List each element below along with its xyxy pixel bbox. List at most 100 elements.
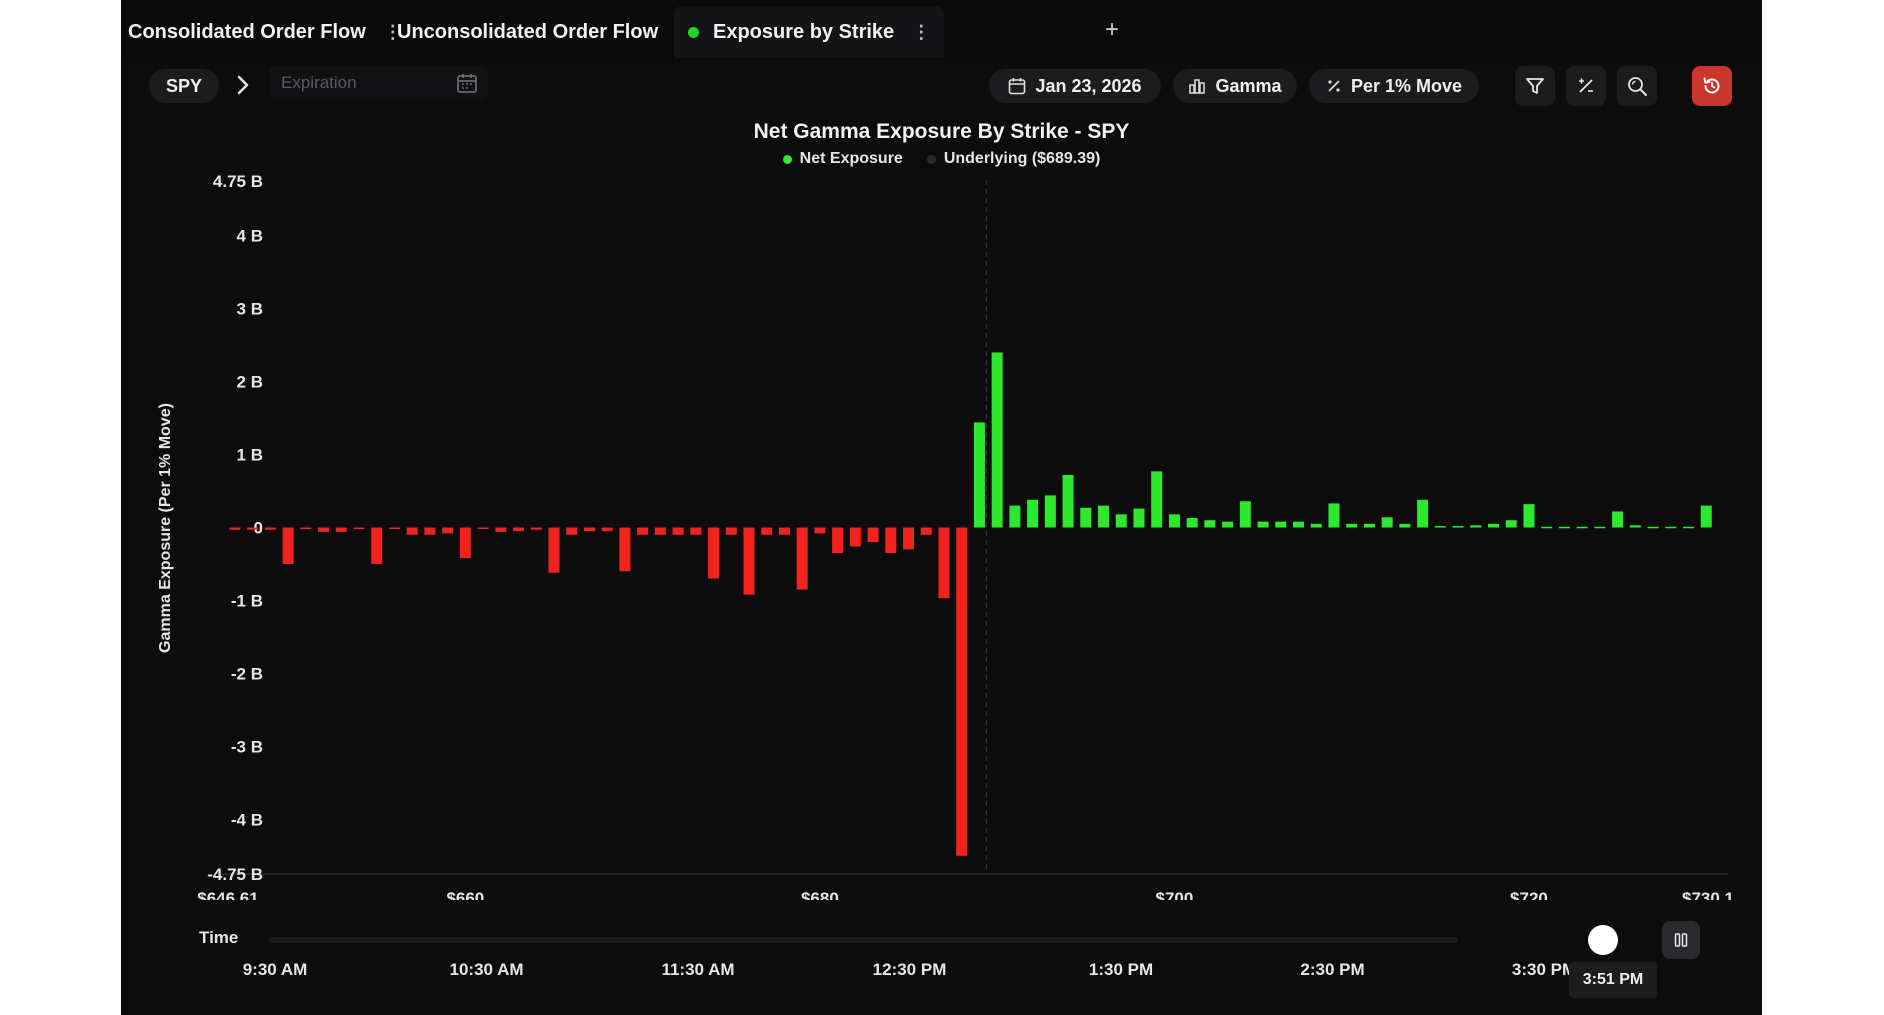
- bar-negative: [867, 527, 879, 543]
- time-tick-label: 2:30 PM: [1300, 960, 1365, 979]
- gamma-exposure-chart[interactable]: 4.75 B 4 B 3 B 2 B 1 B 0 -1 B -2 B -3 B -4 B -4.75…: [121, 0, 1762, 900]
- greek-selector-button[interactable]: Gamma: [1173, 69, 1297, 103]
- bar-positive: [1612, 511, 1624, 528]
- history-icon: [1703, 77, 1720, 94]
- bar-negative: [406, 527, 418, 535]
- tab-bar: Consolidated Order Flow ⋮ Unconsolidated…: [121, 0, 1762, 62]
- bar-negative: [708, 527, 720, 579]
- bar-positive: [1363, 523, 1375, 528]
- bar-positive: [1080, 507, 1092, 528]
- reset-history-button[interactable]: [1692, 66, 1732, 106]
- time-tick-label: 11:30 AM: [661, 960, 735, 979]
- bar-negative: [920, 527, 932, 535]
- bar-positive: [1452, 526, 1464, 528]
- pause-button[interactable]: [1662, 921, 1700, 959]
- percent-icon: [1328, 80, 1340, 92]
- bar-negative: [282, 527, 294, 564]
- expiration-input[interactable]: [279, 72, 443, 94]
- bar-negative: [743, 527, 755, 595]
- bar-positive: [1647, 526, 1659, 529]
- chevron-right-icon[interactable]: [236, 74, 250, 101]
- bar-negative: [513, 527, 525, 532]
- bar-negative: [885, 527, 897, 554]
- time-slider-thumb[interactable]: [1588, 925, 1618, 955]
- kebab-menu-icon[interactable]: ⋮: [912, 21, 931, 42]
- legend-net-exposure[interactable]: Net Exposure: [782, 150, 903, 168]
- bar-chart-icon: [1189, 79, 1206, 94]
- date-label: Jan 23, 2026: [1035, 75, 1142, 96]
- bar-negative: [548, 527, 560, 573]
- bar-positive: [1027, 499, 1039, 528]
- current-time-tooltip: 3:51 PM: [1569, 962, 1657, 998]
- bar-positive: [1293, 521, 1305, 528]
- tab-label: Unconsolidated Order Flow: [397, 20, 659, 43]
- legend-underlying[interactable]: Underlying ($689.39): [926, 150, 1100, 168]
- x-tick-label: $646.61: [197, 889, 258, 900]
- bar-positive: [1434, 526, 1446, 528]
- bar-negative: [725, 527, 737, 535]
- bar-negative: [424, 527, 436, 535]
- symbol-button[interactable]: SPY: [149, 69, 219, 103]
- bar-negative: [318, 527, 330, 532]
- move-label: Per 1% Move: [1350, 75, 1463, 96]
- x-tick-label: $720: [1510, 889, 1548, 900]
- search-icon: [1628, 77, 1647, 96]
- date-button[interactable]: Jan 23, 2026: [989, 69, 1161, 103]
- bar-negative: [530, 527, 542, 530]
- bar-positive: [991, 352, 1003, 528]
- bar-negative: [442, 527, 454, 534]
- time-slider-track[interactable]: [268, 937, 1458, 943]
- add-tab-button[interactable]: +: [1105, 16, 1120, 43]
- bar-negative: [690, 527, 702, 535]
- tab-label: Consolidated Order Flow: [128, 20, 366, 43]
- tab-label: Exposure by Strike: [713, 20, 895, 43]
- bar-positive: [1558, 526, 1570, 529]
- time-tick-label: 1:30 PM: [1088, 960, 1154, 979]
- bar-positive: [1257, 521, 1269, 528]
- bar-positive: [1346, 523, 1358, 528]
- y-tick-label: 2 B: [237, 373, 263, 392]
- tab-consolidated-order-flow[interactable]: Consolidated Order Flow ⋮: [128, 6, 402, 58]
- bar-positive: [1594, 526, 1606, 529]
- filter-icon: [1526, 78, 1544, 94]
- percent-toggle-button[interactable]: [1566, 66, 1606, 106]
- time-tick-label: 12:30 PM: [872, 960, 947, 979]
- bar-positive: [1665, 526, 1677, 529]
- calendar-icon[interactable]: [456, 72, 478, 99]
- bar-negative: [566, 527, 578, 535]
- bar-negative: [672, 527, 684, 535]
- expiration-field[interactable]: [269, 66, 488, 100]
- bar-negative: [247, 527, 259, 530]
- bar-negative: [300, 527, 312, 529]
- bar-negative: [849, 527, 861, 547]
- bar-positive: [1505, 520, 1517, 528]
- bar-positive: [1470, 525, 1482, 528]
- bar-negative: [335, 527, 347, 532]
- x-tick-label: $660: [446, 889, 484, 900]
- y-tick-label: -2 B: [231, 664, 263, 683]
- zoom-button[interactable]: [1617, 66, 1657, 106]
- y-tick-label: 4.75 B: [213, 172, 263, 191]
- bar-negative: [637, 527, 649, 535]
- bar-positive: [1488, 523, 1500, 528]
- bar-positive: [1133, 508, 1145, 528]
- bar-negative: [938, 527, 950, 599]
- time-tick-label: 9:30 AM: [242, 960, 308, 979]
- bar-negative: [796, 527, 808, 590]
- pause-icon: [1674, 933, 1688, 947]
- y-tick-label: 0: [254, 519, 263, 538]
- legend-dot: [782, 154, 792, 164]
- bar-negative: [229, 527, 241, 530]
- bar-positive: [1222, 521, 1234, 528]
- legend-label: Net Exposure: [799, 150, 903, 167]
- filter-button[interactable]: [1515, 66, 1555, 106]
- bar-positive: [1204, 520, 1216, 528]
- legend-dot: [926, 154, 936, 164]
- kebab-menu-icon[interactable]: ⋮: [383, 21, 402, 42]
- greek-label: Gamma: [1215, 75, 1282, 96]
- x-tick-label: $730.1: [1682, 889, 1734, 900]
- bar-positive: [1098, 505, 1110, 528]
- move-selector-button[interactable]: Per 1% Move: [1309, 69, 1479, 103]
- tab-exposure-by-strike[interactable]: Exposure by Strike ⋮: [674, 6, 945, 58]
- bar-positive: [1062, 474, 1074, 528]
